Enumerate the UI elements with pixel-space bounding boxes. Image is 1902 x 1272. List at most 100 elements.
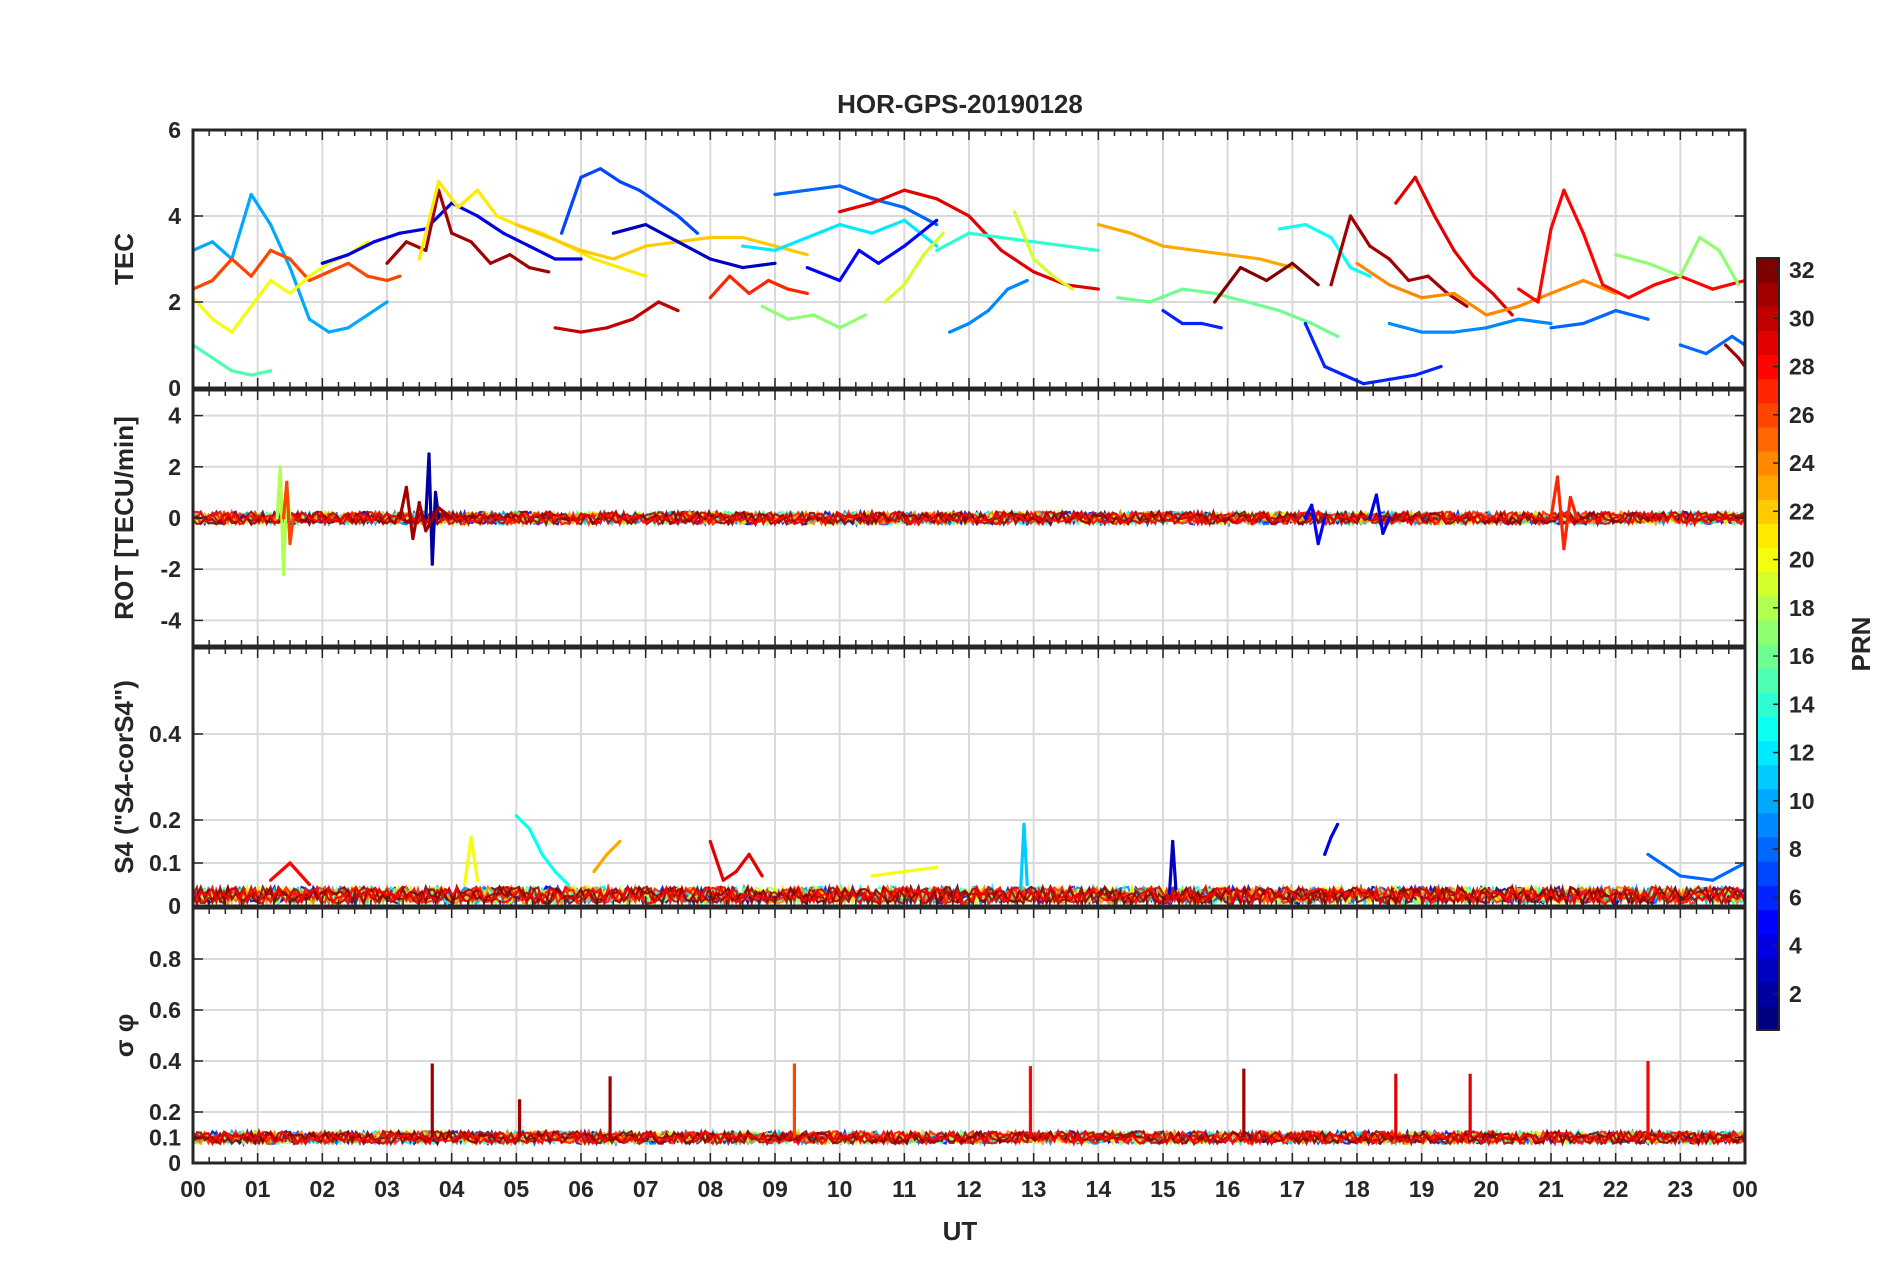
data-point xyxy=(1336,334,1340,338)
data-point xyxy=(249,274,253,278)
data-point xyxy=(1032,270,1036,274)
data-point xyxy=(1277,227,1281,231)
x-tick-label: 23 xyxy=(1668,1176,1694,1202)
plot-area xyxy=(193,1061,1745,1148)
series-line-prn-26 xyxy=(193,248,401,291)
data-point xyxy=(999,235,1003,240)
data-point xyxy=(1213,300,1217,304)
y-tick-label: 2 xyxy=(168,289,181,315)
y-tick-label: 0.1 xyxy=(149,1125,181,1151)
data-point xyxy=(1678,274,1682,278)
data-point xyxy=(605,326,609,330)
series-line-prn-5 xyxy=(806,219,938,283)
colorbar-segment xyxy=(1757,378,1779,404)
data-point xyxy=(644,274,648,278)
colorbar-segment xyxy=(1757,426,1779,452)
data-point xyxy=(404,485,408,489)
data-point xyxy=(1161,244,1165,248)
colorbar-segment xyxy=(1757,740,1779,766)
data-point xyxy=(1355,261,1359,265)
series-line-prn-26 xyxy=(281,480,295,546)
data-point xyxy=(1019,887,1023,891)
data-point xyxy=(475,188,480,192)
data-point xyxy=(547,235,551,240)
data-point xyxy=(346,261,350,265)
data-point xyxy=(838,223,842,227)
series-line-prn-31 xyxy=(1329,214,1468,308)
colorbar-segment xyxy=(1757,764,1779,790)
data-point xyxy=(1549,291,1553,295)
x-tick-labels: 00 01 02 03 04 05 06 07 08 09 10 11 12 13 14 15 16 17 18 19… xyxy=(180,1176,1758,1202)
data-point xyxy=(1368,244,1372,248)
data-point xyxy=(631,317,635,321)
data-point xyxy=(1394,201,1398,205)
data-point xyxy=(999,248,1003,252)
data-point xyxy=(1724,343,1728,347)
x-tick-label: 10 xyxy=(827,1176,853,1202)
x-axis-label: UT xyxy=(943,1216,978,1246)
data-point xyxy=(307,278,311,283)
data-point xyxy=(1549,321,1553,326)
data-point xyxy=(1051,274,1055,278)
data-point xyxy=(1316,542,1320,546)
data-point xyxy=(1025,278,1029,283)
data-point xyxy=(437,516,441,520)
data-point xyxy=(728,274,732,278)
data-point xyxy=(1736,283,1741,287)
data-point xyxy=(1484,313,1488,317)
panel-rot: -4 -2 0 2 4 ROT [TECU/min] xyxy=(109,388,1747,648)
data-point xyxy=(1096,223,1100,227)
data-point xyxy=(1646,317,1650,321)
data-point xyxy=(1290,261,1294,265)
colorbar-segment xyxy=(1757,475,1779,500)
data-point xyxy=(592,257,596,261)
data-point xyxy=(598,167,603,171)
data-point xyxy=(469,240,473,244)
data-point xyxy=(1627,296,1631,300)
series-line-prn-5 xyxy=(1303,503,1327,546)
data-point xyxy=(1193,248,1197,252)
data-point xyxy=(1245,300,1249,304)
data-point xyxy=(1704,352,1708,356)
data-point xyxy=(475,214,480,218)
data-point xyxy=(1213,291,1217,295)
data-point xyxy=(1381,531,1385,536)
data-point xyxy=(437,506,441,510)
series-line-prn-19 xyxy=(883,232,945,304)
data-point xyxy=(1452,248,1456,252)
data-point xyxy=(450,231,454,235)
data-point xyxy=(1407,278,1411,283)
colorbar-tick-label: 12 xyxy=(1789,740,1815,766)
data-point xyxy=(1717,248,1721,252)
data-point xyxy=(1426,274,1430,278)
data-point xyxy=(1329,283,1333,287)
data-point xyxy=(1096,248,1100,252)
data-point xyxy=(1368,274,1372,278)
data-point xyxy=(285,480,289,484)
data-point xyxy=(1484,326,1488,330)
data-point xyxy=(560,231,564,235)
data-point xyxy=(427,452,431,456)
data-point xyxy=(1323,516,1327,520)
chart-title: HOR-GPS-20190128 xyxy=(837,89,1083,119)
data-point xyxy=(902,244,906,248)
data-point xyxy=(935,218,939,222)
data-point xyxy=(508,253,512,257)
data-point xyxy=(1568,495,1572,500)
y-tick-label: 6 xyxy=(168,117,181,143)
x-tick-label: 04 xyxy=(439,1176,465,1202)
y-tick-label: 0 xyxy=(168,1150,181,1176)
data-point xyxy=(249,192,253,197)
x-tick-label: 21 xyxy=(1538,1176,1564,1202)
data-point xyxy=(1387,321,1391,326)
colorbar-segment xyxy=(1757,644,1779,669)
series-line-prn-7 xyxy=(560,167,699,235)
data-point xyxy=(986,309,991,313)
data-point xyxy=(1329,235,1333,240)
data-point xyxy=(210,356,214,360)
data-point xyxy=(1323,364,1327,369)
data-point xyxy=(805,188,809,192)
data-point xyxy=(812,313,816,317)
data-point xyxy=(1025,882,1029,887)
x-tick-label: 20 xyxy=(1474,1176,1500,1202)
